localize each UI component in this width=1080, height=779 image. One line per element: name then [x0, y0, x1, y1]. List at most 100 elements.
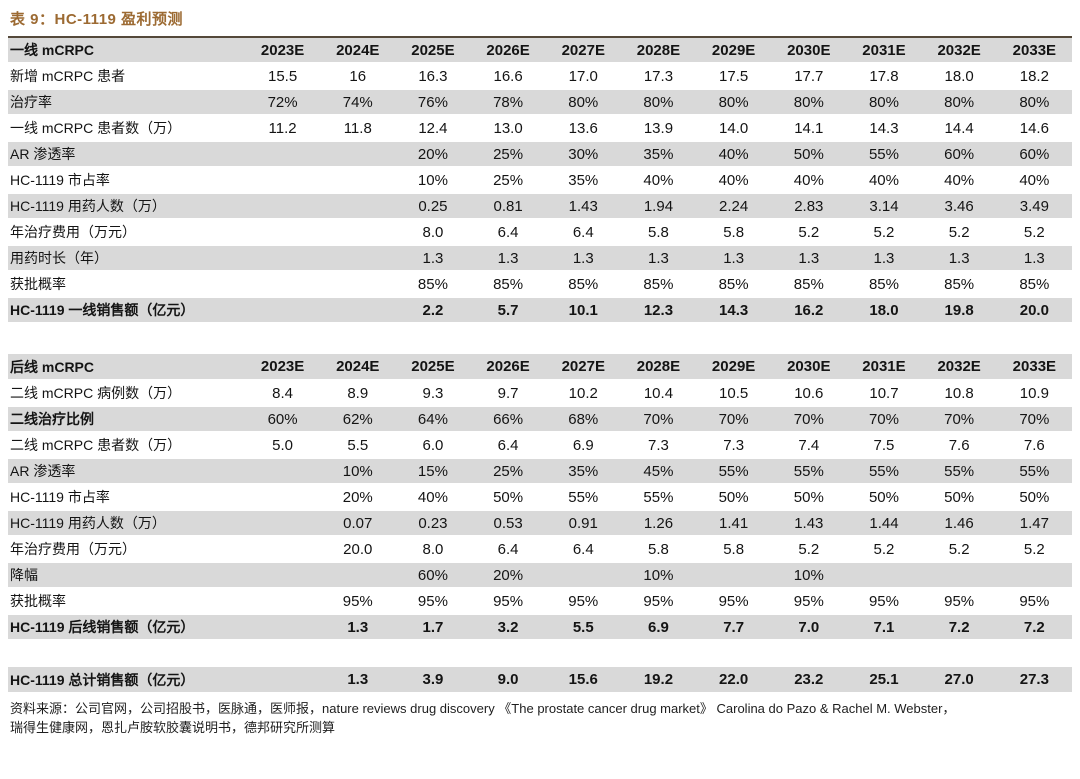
- cell-value: 5.2: [771, 536, 847, 563]
- cell-value: 55%: [996, 458, 1072, 485]
- cell-value: [245, 297, 321, 324]
- cell-value: 0.23: [395, 510, 471, 537]
- cell-value: 50%: [470, 484, 546, 511]
- cell-value: 13.0: [470, 115, 546, 142]
- cell-value: 7.2: [921, 614, 997, 641]
- cell-value: 20%: [320, 484, 396, 511]
- cell-value: 14.1: [771, 115, 847, 142]
- cell-value: 18.0: [846, 297, 922, 324]
- cell-value: 95%: [996, 588, 1072, 615]
- cell-value: [245, 588, 321, 615]
- year-column-header: 2027E: [545, 354, 621, 381]
- year-column-header: 2030E: [771, 37, 847, 64]
- cell-value: 3.49: [996, 193, 1072, 220]
- cell-value: 9.3: [395, 380, 471, 407]
- cell-value: 8.0: [395, 536, 471, 563]
- cell-value: 7.3: [696, 432, 772, 459]
- first-line-mcrpc-table: 一线 mCRPC 2023E 2024E 2025E 2026E 2027E 2028E 20…: [8, 36, 1072, 324]
- cell-value: 76%: [395, 89, 471, 116]
- cell-value: 6.4: [470, 536, 546, 563]
- cell-value: 1.3: [395, 245, 471, 272]
- cell-value: 25%: [470, 167, 546, 194]
- section-title: 后线 mCRPC: [8, 354, 245, 381]
- row-label: 一线 mCRPC 患者数（万）: [8, 115, 245, 142]
- cell-value: [245, 536, 321, 563]
- cell-value: 35%: [545, 167, 621, 194]
- year-column-header: 2029E: [696, 354, 772, 381]
- cell-value: 14.0: [696, 115, 772, 142]
- section-gap: [8, 324, 1072, 354]
- table-row: 年治疗费用（万元） 8.0 6.4 6.4 5.8 5.8 5.2 5.2 5.2 5.2: [8, 219, 1072, 246]
- table-row: 获批概率 85% 85% 85% 85% 85% 85% 85% 85% 85%: [8, 271, 1072, 298]
- cell-value: 3.46: [921, 193, 997, 220]
- cell-value: [696, 562, 772, 589]
- cell-value: 23.2: [771, 667, 847, 694]
- cell-value: 6.9: [545, 432, 621, 459]
- cell-value: 40%: [620, 167, 697, 194]
- cell-value: 95%: [620, 588, 697, 615]
- cell-value: 80%: [696, 89, 772, 116]
- cell-value: 95%: [545, 588, 621, 615]
- cell-value: 1.43: [771, 510, 847, 537]
- cell-value: 10.2: [545, 380, 621, 407]
- row-label: 获批概率: [8, 588, 245, 615]
- year-column-header: 2026E: [470, 37, 546, 64]
- cell-value: 85%: [921, 271, 997, 298]
- table-row: 治疗率 72% 74% 76% 78% 80% 80% 80% 80% 80% 80% 80%: [8, 89, 1072, 116]
- cell-value: [320, 219, 396, 246]
- cell-value: 1.3: [545, 245, 621, 272]
- table-header-row: 一线 mCRPC 2023E 2024E 2025E 2026E 2027E 2028E 20…: [8, 37, 1072, 64]
- cell-value: 12.4: [395, 115, 471, 142]
- cell-value: 10.6: [771, 380, 847, 407]
- cell-value: [245, 667, 321, 694]
- cell-value: 2.2: [395, 297, 471, 324]
- cell-value: [320, 193, 396, 220]
- row-label: HC-1119 总计销售额（亿元）: [8, 667, 245, 694]
- cell-value: [245, 458, 321, 485]
- cell-value: 1.7: [395, 614, 471, 641]
- cell-value: [245, 245, 321, 272]
- cell-value: 10.7: [846, 380, 922, 407]
- cell-value: 5.5: [545, 614, 621, 641]
- row-label: 治疗率: [8, 89, 245, 116]
- table-row: 二线 mCRPC 患者数（万） 5.0 5.5 6.0 6.4 6.9 7.3 7.3 7.4 7…: [8, 432, 1072, 459]
- cell-value: 62%: [320, 406, 396, 433]
- cell-value: 13.6: [545, 115, 621, 142]
- cell-value: 70%: [846, 406, 922, 433]
- cell-value: 18.0: [921, 63, 997, 90]
- cell-value: 50%: [921, 484, 997, 511]
- year-column-header: 2030E: [771, 354, 847, 381]
- cell-value: 8.9: [320, 380, 396, 407]
- cell-value: 80%: [996, 89, 1072, 116]
- cell-value: 95%: [395, 588, 471, 615]
- cell-value: 0.53: [470, 510, 546, 537]
- cell-value: 18.2: [996, 63, 1072, 90]
- cell-value: 55%: [696, 458, 772, 485]
- source-note-line1: 资料来源：公司官网，公司招股书，医脉通，医师报，nature reviews d…: [10, 701, 956, 716]
- table-row: 二线 mCRPC 病例数（万） 8.4 8.9 9.3 9.7 10.2 10.4 10.5 1…: [8, 380, 1072, 407]
- cell-value: 20.0: [996, 297, 1072, 324]
- cell-value: 13.9: [620, 115, 697, 142]
- cell-value: 10.8: [921, 380, 997, 407]
- cell-value: 10%: [620, 562, 697, 589]
- cell-value: [245, 484, 321, 511]
- cell-value: 74%: [320, 89, 396, 116]
- cell-value: 9.0: [470, 667, 546, 694]
- cell-value: 60%: [395, 562, 471, 589]
- row-label: HC-1119 市占率: [8, 484, 245, 511]
- table-row: HC-1119 总计销售额（亿元） 1.3 3.9 9.0 15.6 19.2 22.0 23…: [8, 667, 1072, 694]
- year-column-header: 2024E: [320, 37, 396, 64]
- cell-value: 78%: [470, 89, 546, 116]
- cell-value: 6.4: [470, 219, 546, 246]
- row-label: 年治疗费用（万元）: [8, 536, 245, 563]
- cell-value: 40%: [846, 167, 922, 194]
- cell-value: 11.8: [320, 115, 396, 142]
- cell-value: 1.3: [320, 614, 396, 641]
- table-row: 获批概率 95% 95% 95% 95% 95% 95% 95% 95% 95% 95%: [8, 588, 1072, 615]
- cell-value: 0.25: [395, 193, 471, 220]
- cell-value: 10.4: [620, 380, 697, 407]
- cell-value: 1.3: [996, 245, 1072, 272]
- cell-value: [245, 510, 321, 537]
- cell-value: 17.0: [545, 63, 621, 90]
- table-row: 降幅 60% 20% 10% 10%: [8, 562, 1072, 589]
